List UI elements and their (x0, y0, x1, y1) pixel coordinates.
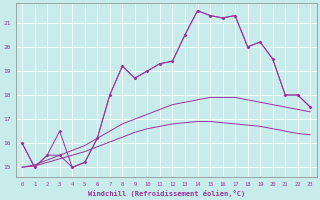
X-axis label: Windchill (Refroidissement éolien,°C): Windchill (Refroidissement éolien,°C) (88, 190, 245, 197)
